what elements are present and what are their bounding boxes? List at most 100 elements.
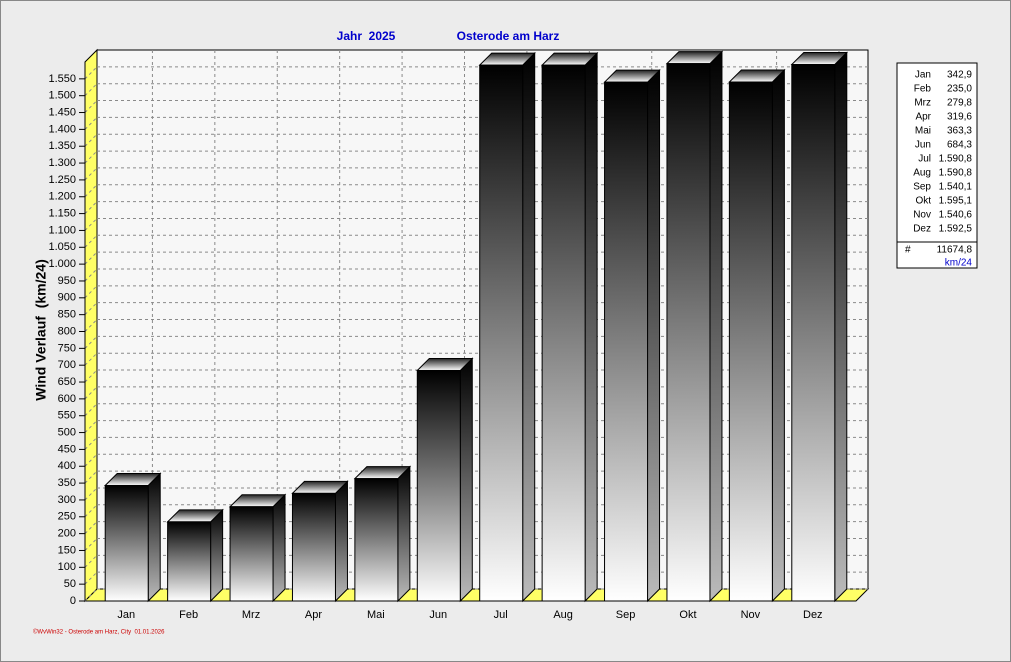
y-tick-label: 550 (58, 410, 76, 422)
y-tick-label: 200 (58, 528, 76, 540)
legend-value: 1.540,1 (939, 182, 973, 193)
grid-line-wall (84, 437, 98, 450)
y-tick-label: 1.200 (48, 191, 76, 203)
y-tick-label: 1.100 (48, 224, 76, 236)
bar (791, 64, 836, 602)
bar-side (647, 68, 661, 603)
y-tick-label: 350 (58, 477, 76, 489)
y-tick-label: 1.050 (48, 241, 76, 253)
grid-line-wall (84, 201, 98, 214)
grid-line-wall (84, 167, 98, 181)
legend-label: Feb (914, 84, 932, 95)
x-tick-label: Jun (429, 609, 447, 621)
bar-side (834, 51, 848, 603)
y-tick-label: 1.250 (48, 174, 76, 186)
chart-subtitle: Osterode am Harz (457, 29, 560, 43)
legend-value: 279,8 (947, 98, 972, 109)
y-tick-label: 950 (58, 275, 76, 287)
legend-label: Jul (918, 154, 931, 165)
legend-value: 363,3 (947, 126, 972, 137)
grid-line-wall (84, 571, 98, 585)
legend-value: 319,6 (947, 112, 972, 123)
x-tick-label: Aug (553, 609, 573, 621)
legend-label: Dez (913, 224, 931, 235)
legend-label: Sep (913, 182, 931, 193)
bar-side (334, 480, 348, 603)
y-axis-label: Wind Verlauf (km/24) (33, 259, 49, 400)
bar (728, 81, 773, 602)
legend-label: Aug (913, 168, 931, 179)
bar-side (459, 357, 473, 603)
x-tick-label: Nov (741, 609, 761, 621)
grid-line-wall (84, 487, 98, 501)
y-tick-label: 1.150 (48, 208, 76, 220)
grid-line-wall (84, 554, 98, 568)
grid-line-wall (84, 538, 98, 551)
legend-value: 684,3 (947, 140, 972, 151)
bar-side (210, 508, 224, 603)
y-tick-label: 400 (58, 460, 76, 472)
y-tick-label: 500 (58, 426, 76, 438)
y-tick-label: 600 (58, 393, 76, 405)
chart-title: Jahr 2025 (337, 29, 396, 43)
bar (666, 63, 711, 602)
y-tick-label: 1.300 (48, 157, 76, 169)
legend-value: 235,0 (947, 84, 972, 95)
grid-line-wall (84, 352, 98, 366)
y-tick-label: 650 (58, 376, 76, 388)
legend-value: 1.595,1 (939, 196, 973, 207)
x-tick-label: Apr (305, 609, 322, 621)
y-tick-label: 50 (64, 578, 76, 590)
grid-line-wall (84, 218, 98, 231)
bar (354, 478, 399, 602)
legend-value: 1.592,5 (939, 224, 973, 235)
y-tick-label: 1.400 (48, 123, 76, 135)
y-tick-label: 1.500 (48, 90, 76, 102)
y-tick-label: 150 (58, 544, 76, 556)
bar (541, 64, 586, 602)
grid-line-wall (84, 521, 98, 534)
bar (604, 81, 649, 602)
grid-line-wall (84, 66, 98, 80)
bar-side (584, 51, 598, 603)
bar (291, 492, 336, 602)
bar-side (147, 472, 161, 603)
bar-side (771, 68, 785, 603)
legend-label: Apr (915, 112, 931, 123)
bar (167, 521, 212, 602)
grid-line-wall (84, 470, 98, 484)
grid-line-wall (84, 588, 98, 602)
y-tick-label: 800 (58, 325, 76, 337)
grid-line-wall (84, 133, 98, 147)
y-tick-label: 0 (70, 595, 76, 607)
grid-line-wall (84, 319, 98, 332)
bar-side (397, 465, 411, 603)
grid-line-wall (84, 83, 98, 97)
legend-label: Jan (915, 70, 931, 81)
unit: km/24 (945, 258, 973, 269)
grid-line-wall (84, 100, 98, 113)
grid-line-wall (84, 285, 98, 299)
y-tick-label: 900 (58, 292, 76, 304)
footer: ©WvWin32 - Osterode am Harz, City 01.01.… (33, 629, 165, 636)
grid-line-wall (84, 369, 98, 383)
grid-line-wall (84, 453, 98, 467)
grid-line-wall (84, 302, 98, 316)
x-tick-label: Jul (494, 609, 508, 621)
total-value: 11674,8 (937, 245, 973, 256)
bar-side (522, 51, 536, 603)
legend-value: 1.540,6 (939, 210, 973, 221)
y-tick-label: 250 (58, 511, 76, 523)
legend-label: Nov (913, 210, 931, 221)
bar (479, 64, 524, 602)
y-tick-label: 750 (58, 342, 76, 354)
y-tick-label: 700 (58, 359, 76, 371)
x-tick-label: Mrz (242, 609, 260, 621)
bar-side (272, 493, 286, 603)
grid-line-wall (84, 234, 98, 248)
legend-label: Jun (915, 140, 931, 151)
grid-line-wall (84, 251, 98, 265)
grid-line-wall (84, 268, 98, 282)
grid-line-wall (84, 150, 98, 164)
